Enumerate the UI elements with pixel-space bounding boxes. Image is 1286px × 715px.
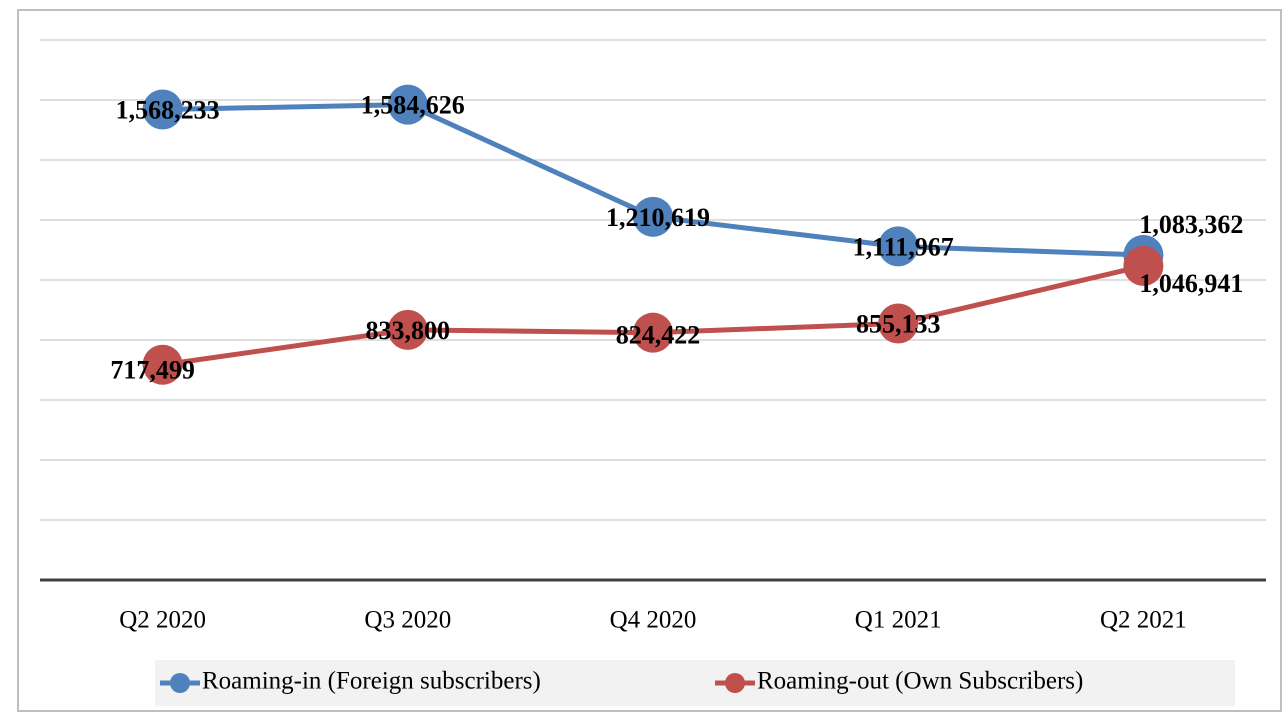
marker xyxy=(1123,245,1164,286)
legend-box xyxy=(155,660,1235,706)
legend-label: Roaming-out (Own Subscribers) xyxy=(757,668,1083,695)
x-tick-label: Q4 2020 xyxy=(610,607,697,634)
legend-marker xyxy=(170,673,190,693)
x-tick-label: Q2 2021 xyxy=(1100,607,1187,634)
marker xyxy=(878,226,919,267)
data-label: 1,046,941 xyxy=(1139,269,1243,298)
data-label: 833,800 xyxy=(366,316,451,345)
chart-frame xyxy=(17,9,1282,712)
marker xyxy=(387,84,428,125)
data-label: 1,083,362 xyxy=(1139,210,1243,239)
legend-marker xyxy=(725,673,745,693)
marker xyxy=(142,89,183,130)
marker xyxy=(878,303,919,344)
data-label: 1,584,626 xyxy=(361,91,465,120)
data-label: 717,499 xyxy=(110,356,195,385)
x-tick-label: Q1 2021 xyxy=(855,607,942,634)
data-label: 1,210,619 xyxy=(606,203,710,232)
marker xyxy=(633,196,673,237)
data-label: 855,133 xyxy=(856,309,941,338)
data-label: 1,111,967 xyxy=(853,232,954,261)
legend-label: Roaming-in (Foreign subscribers) xyxy=(202,668,541,695)
x-tick-label: Q3 2020 xyxy=(364,607,451,634)
data-label: 1,568,233 xyxy=(116,95,220,124)
x-tick-label: Q2 2020 xyxy=(119,607,206,634)
marker xyxy=(142,344,183,385)
marker xyxy=(633,312,673,353)
marker xyxy=(387,309,428,350)
data-label: 824,422 xyxy=(616,321,701,350)
